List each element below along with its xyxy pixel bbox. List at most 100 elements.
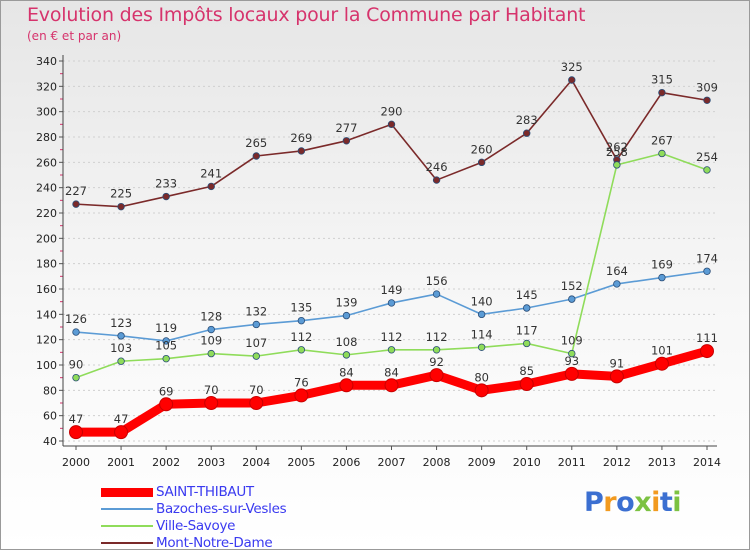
data-point [658,88,666,97]
data-label: 315 [651,73,673,87]
data-point [703,166,711,174]
data-label: 174 [696,251,718,265]
data-point [249,396,264,410]
data-point [162,192,170,201]
legend-swatch [101,488,153,497]
data-label: 76 [294,375,309,389]
data-label: 107 [245,336,267,350]
legend-label: Ville-Savoye [156,518,236,534]
y-tick-label: 320 [36,80,57,93]
x-tick-label: 2006 [332,456,360,469]
data-point [342,137,351,145]
data-point [252,352,260,360]
y-tick-label: 140 [36,308,57,321]
x-tick-label: 2002 [152,456,180,469]
data-label: 139 [335,296,357,310]
data-point [658,273,666,282]
data-point [297,346,306,354]
x-tick-label: 2003 [197,456,225,469]
data-point [252,320,260,329]
x-tick-label: 2009 [468,456,496,469]
y-tick-label: 260 [36,156,57,169]
data-point [613,280,621,288]
data-label: 123 [110,316,132,330]
data-label: 126 [65,312,87,326]
data-label: 149 [381,283,403,297]
data-point [207,349,215,358]
data-label: 265 [245,136,267,150]
data-label: 109 [561,334,583,348]
data-point [387,346,396,354]
data-point [342,351,351,359]
data-label: 112 [426,330,448,344]
data-point [477,158,486,167]
data-label: 140 [471,294,493,308]
data-label: 112 [290,330,312,344]
x-tick-label: 2001 [107,456,135,469]
data-label: 92 [429,355,444,369]
data-label: 309 [696,80,718,94]
data-label: 80 [474,370,489,384]
y-tick-label: 160 [36,283,57,296]
data-label: 114 [471,327,493,341]
data-point [474,383,489,398]
data-point [568,349,576,358]
y-tick-label: 220 [36,207,57,220]
legend-swatch [101,508,153,510]
x-tick-label: 2014 [693,456,721,469]
data-point [523,304,531,312]
data-point [564,366,579,381]
data-label: 164 [606,264,628,278]
data-label: 135 [290,301,312,315]
data-label: 70 [204,383,219,397]
logo-letter: x [634,487,652,518]
data-label: 111 [696,331,718,345]
data-point [117,357,125,365]
y-tick-label: 300 [36,106,57,119]
data-point [294,388,309,403]
data-label: 325 [561,60,583,74]
data-label: 241 [200,166,222,180]
data-point [519,377,534,391]
data-label: 132 [245,304,267,318]
data-point [568,295,576,303]
data-point [162,354,170,363]
data-point [432,176,441,184]
data-point [114,425,129,440]
data-label: 103 [110,341,132,355]
x-tick-label: 2000 [62,456,90,469]
logo-letter: i [672,487,682,518]
y-tick-label: 240 [36,182,57,195]
data-point [117,332,125,340]
legend-label: Mont-Notre-Dame [156,535,273,551]
data-label: 128 [200,310,222,324]
logo-letter: i [651,487,660,518]
y-tick-label: 180 [36,258,57,271]
data-label: 254 [696,150,718,164]
y-tick-label: 80 [43,384,57,397]
logo-letter: P [584,487,604,518]
data-point [700,344,714,359]
data-point [477,310,486,319]
y-tick-label: 120 [36,334,57,347]
data-point [658,149,666,158]
data-label: 109 [200,334,222,348]
data-label: 119 [155,321,177,335]
x-tick-label: 2013 [648,456,676,469]
data-label: 152 [561,279,583,293]
data-label: 227 [65,184,87,198]
data-point [387,299,396,307]
data-label: 93 [564,354,579,368]
data-point [387,120,396,129]
legend-label: SAINT-THIBAUT [156,484,254,500]
data-point [609,369,624,384]
data-point [204,396,219,410]
data-label: 84 [339,365,354,379]
data-label: 145 [516,288,538,302]
data-label: 269 [290,131,312,145]
data-label: 69 [159,384,174,398]
data-point [207,325,215,334]
proxiti-logo: Proxiti [584,487,682,518]
data-label: 267 [651,133,673,147]
